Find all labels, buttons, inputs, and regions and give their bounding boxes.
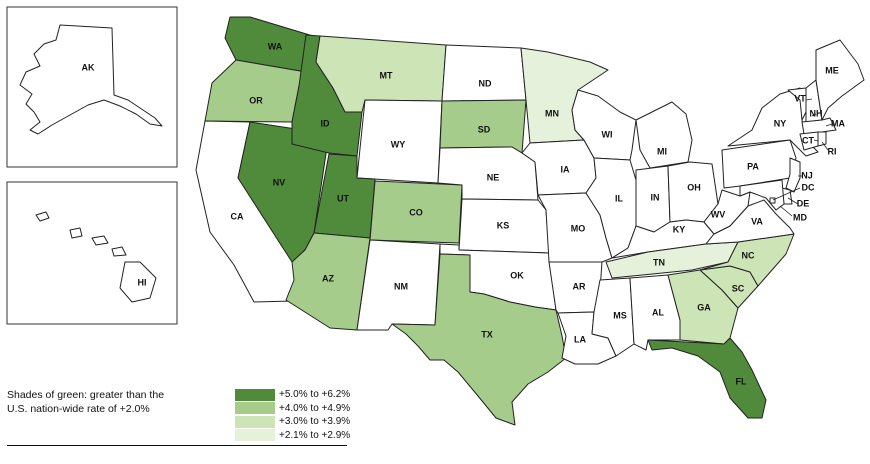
label-mt: MT bbox=[380, 70, 393, 80]
label-fl: FL bbox=[736, 376, 747, 386]
label-sc: SC bbox=[732, 283, 745, 293]
state-tx[interactable] bbox=[391, 253, 567, 426]
label-nj: NJ bbox=[801, 170, 813, 180]
label-va: VA bbox=[751, 216, 763, 226]
legend-item: +3.0% to +3.9% bbox=[235, 415, 350, 429]
label-in: IN bbox=[651, 192, 660, 202]
label-oh: OH bbox=[687, 182, 701, 192]
label-tn: TN bbox=[653, 257, 665, 267]
legend-label: +4.0% to +4.9% bbox=[279, 402, 351, 414]
state-nj[interactable] bbox=[785, 157, 801, 193]
label-ut: UT bbox=[337, 193, 349, 203]
label-il: IL bbox=[615, 193, 624, 203]
state-or[interactable] bbox=[204, 59, 307, 123]
label-md: MD bbox=[793, 212, 807, 222]
label-dc: DC bbox=[802, 182, 815, 192]
label-or: OR bbox=[249, 95, 263, 105]
legend-item: +5.0% to +6.2% bbox=[235, 388, 350, 402]
label-me: ME bbox=[825, 65, 839, 75]
legend-swatch bbox=[235, 415, 275, 428]
legend-note-line1: Shades of green: greater than the bbox=[7, 389, 165, 401]
state-pa[interactable] bbox=[721, 139, 797, 189]
label-ar: AR bbox=[573, 281, 586, 291]
legend-label: +5.0% to +6.2% bbox=[279, 389, 351, 401]
label-sd: SD bbox=[478, 124, 491, 134]
label-ms: MS bbox=[613, 310, 627, 320]
label-de: DE bbox=[797, 198, 810, 208]
legend: +5.0% to +6.2% +4.0% to +4.9% +3.0% to +… bbox=[235, 388, 350, 442]
state-dc[interactable] bbox=[769, 197, 776, 204]
label-nc: NC bbox=[742, 250, 755, 260]
legend-swatch bbox=[235, 388, 275, 401]
state-vt[interactable] bbox=[787, 87, 807, 121]
state-labels: AK HI WA OR CA ID NV UT AZ MT WY CO NM N… bbox=[82, 41, 846, 386]
state-nd[interactable] bbox=[441, 44, 527, 102]
label-ga: GA bbox=[697, 302, 711, 312]
label-nd: ND bbox=[479, 78, 492, 88]
label-ks: KS bbox=[497, 220, 510, 230]
label-tx: TX bbox=[481, 329, 493, 339]
label-ia: IA bbox=[561, 164, 571, 174]
legend-note: Shades of green: greater than the U.S. n… bbox=[7, 388, 217, 416]
legend-item: +2.1% to +2.9% bbox=[235, 429, 350, 443]
label-la: LA bbox=[574, 334, 586, 344]
label-mn: MN bbox=[545, 108, 559, 118]
label-vt: VT bbox=[794, 93, 806, 103]
legend-item: +4.0% to +4.9% bbox=[235, 402, 350, 416]
legend-label: +2.1% to +2.9% bbox=[279, 429, 351, 441]
state-ri[interactable] bbox=[817, 131, 827, 147]
label-id: ID bbox=[321, 118, 331, 128]
state-ak[interactable] bbox=[19, 24, 163, 135]
label-mo: MO bbox=[571, 223, 586, 233]
state-fl[interactable] bbox=[647, 337, 767, 419]
state-me[interactable] bbox=[815, 39, 865, 121]
label-al: AL bbox=[652, 307, 664, 317]
label-co: CO bbox=[409, 207, 423, 217]
label-ri: RI bbox=[828, 146, 837, 156]
label-wa: WA bbox=[268, 41, 283, 51]
label-wv: WV bbox=[711, 209, 726, 219]
legend-swatch bbox=[235, 429, 275, 442]
legend-label: +3.0% to +3.9% bbox=[279, 416, 351, 428]
hawaii-inset-box bbox=[6, 181, 178, 325]
legend-note-line2: U.S. nation-wide rate of +2.0% bbox=[7, 403, 150, 415]
label-ky: KY bbox=[673, 224, 686, 234]
state-mi[interactable] bbox=[635, 101, 693, 169]
label-ak: AK bbox=[82, 62, 95, 72]
legend-rule bbox=[7, 445, 347, 446]
label-ma: MA bbox=[831, 118, 845, 128]
label-ny: NY bbox=[774, 118, 787, 128]
label-mi: MI bbox=[657, 146, 667, 156]
label-wy: WY bbox=[391, 139, 406, 149]
label-nv: NV bbox=[273, 177, 286, 187]
label-ca: CA bbox=[231, 211, 244, 221]
label-pa: PA bbox=[747, 161, 759, 171]
label-ok: OK bbox=[510, 270, 524, 280]
legend-swatch bbox=[235, 402, 275, 415]
label-ct: CT bbox=[802, 135, 814, 145]
label-nm: NM bbox=[394, 281, 408, 291]
label-hi: HI bbox=[138, 277, 147, 287]
state-hi[interactable] bbox=[35, 211, 157, 303]
label-ne: NE bbox=[487, 172, 500, 182]
label-wi: WI bbox=[602, 129, 613, 139]
label-az: AZ bbox=[322, 273, 334, 283]
leader-lines bbox=[772, 98, 833, 217]
label-nh: NH bbox=[810, 108, 823, 118]
